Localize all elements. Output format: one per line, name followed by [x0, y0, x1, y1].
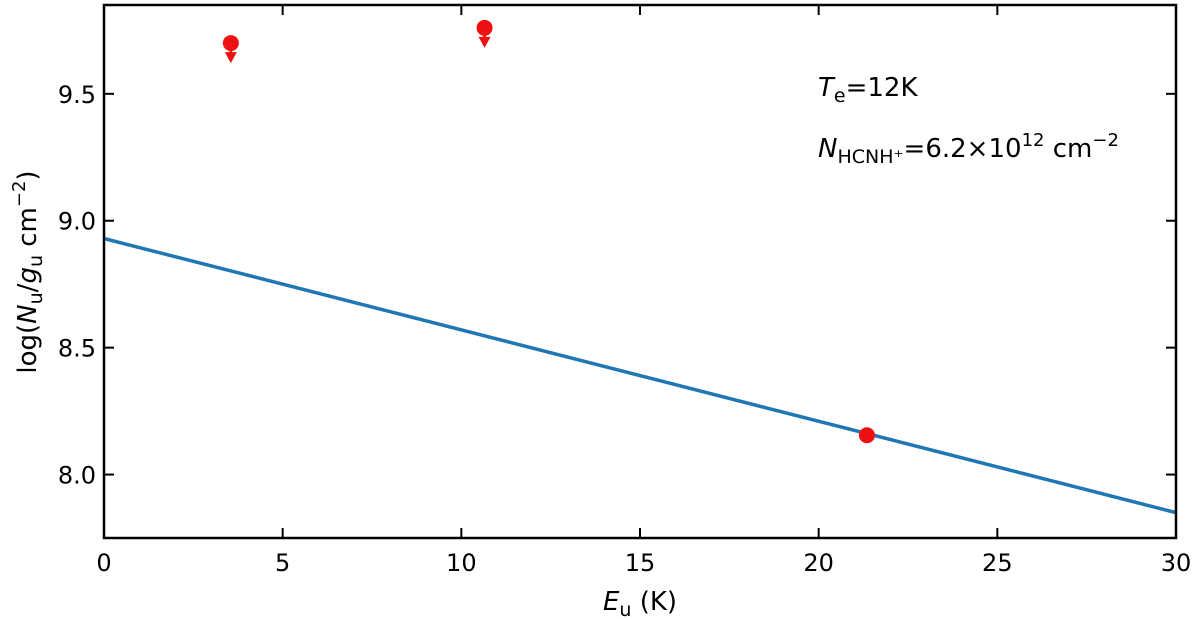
- upper-limit-arrow: [478, 36, 491, 48]
- upper-limit-arrow: [224, 52, 237, 64]
- x-tick-label: 25: [982, 549, 1013, 577]
- axis-ticks: 0 5 10 15 20 25 30 8.0 8.5 9.0 9.5: [58, 5, 1191, 577]
- y-tick-label: 9.5: [58, 81, 96, 109]
- y-axis-label: log(Nu/gu cm−2): [9, 170, 47, 373]
- y-tick-label: 9.0: [58, 208, 96, 236]
- point-marker: [222, 35, 239, 52]
- x-tick-label: 15: [625, 549, 656, 577]
- point-marker: [476, 19, 493, 36]
- x-tick-label: 10: [446, 549, 477, 577]
- x-tick-label: 0: [96, 549, 111, 577]
- plot-frame: [102, 3, 1178, 540]
- x-tick-label: 30: [1161, 549, 1192, 577]
- column-density-annotation: NHCNH⁺=6.2×1012 cm−2: [818, 130, 1119, 168]
- plot-marks: [103, 19, 1177, 515]
- temperature-annotation: Te=12K: [818, 73, 918, 107]
- x-tick-label: 20: [803, 549, 834, 577]
- data-point: [858, 427, 875, 444]
- x-axis-label: Eu (K): [603, 587, 677, 619]
- data-point: [222, 35, 239, 64]
- fit-line: [103, 236, 1177, 515]
- x-tick-label: 5: [275, 549, 290, 577]
- data-point: [476, 19, 493, 48]
- y-tick-label: 8.0: [58, 462, 96, 490]
- y-tick-label: 8.5: [58, 335, 96, 363]
- point-marker: [858, 427, 875, 444]
